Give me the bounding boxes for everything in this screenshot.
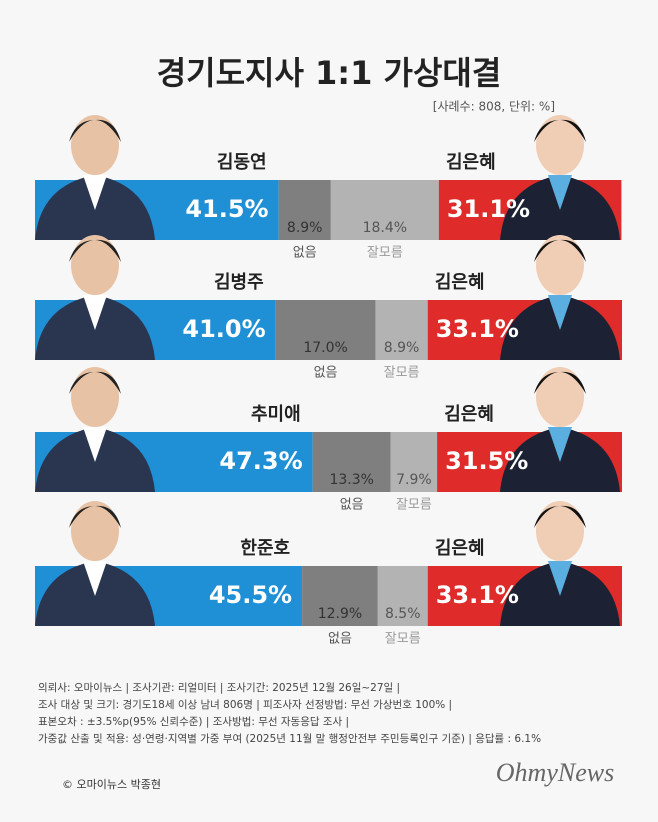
portrait-hair: [69, 371, 121, 394]
value-label: 45.5%: [209, 581, 292, 609]
logo: OhmyNews: [496, 758, 614, 787]
right-candidate: 김은혜: [446, 152, 496, 173]
value-label: 7.9%: [396, 472, 432, 488]
value-label: 41.5%: [185, 195, 268, 223]
portrait-collar: [83, 175, 107, 210]
value-label: 33.1%: [436, 581, 519, 609]
left-candidate: 추미애: [251, 404, 301, 425]
left-candidate: 김병주: [214, 272, 264, 293]
bar-segment: [377, 566, 428, 626]
left-candidate: 김동연: [217, 152, 267, 173]
chart-title: 경기도지사 1:1 가상대결: [157, 54, 502, 92]
bar-segment: [278, 180, 331, 240]
bar-segment: [302, 566, 378, 626]
unsure-label: 잘모름: [385, 632, 421, 647]
credit: © 오마이뉴스 박종현: [62, 778, 161, 791]
portrait-collar: [548, 295, 572, 330]
portrait-hair: [534, 371, 586, 394]
portrait-head: [71, 367, 119, 427]
unsure-label: 잘모름: [384, 366, 420, 381]
portrait: [500, 115, 620, 240]
footnote: 조사 대상 및 크기: 경기도18세 이상 남녀 806명 | 피조사자 선정방…: [38, 698, 452, 711]
portrait-head: [71, 501, 119, 561]
value-label: 31.1%: [447, 195, 530, 223]
value-label: 41.0%: [182, 315, 265, 343]
unsure-label: 잘모름: [367, 246, 403, 261]
portrait: [500, 501, 620, 626]
portrait: [35, 115, 155, 240]
portrait: [35, 501, 155, 626]
value-label: 47.3%: [219, 447, 302, 475]
portrait: [500, 367, 620, 492]
value-label: 33.1%: [436, 315, 519, 343]
value-label: 13.3%: [329, 472, 373, 488]
none-label: 없음: [314, 366, 338, 381]
bar-segment: [375, 300, 428, 360]
value-label: 8.9%: [384, 340, 420, 356]
portrait-head: [536, 235, 584, 295]
none-label: 없음: [328, 632, 352, 647]
portrait: [35, 235, 155, 360]
none-label: 없음: [340, 498, 364, 513]
subtitle: [사례수: 808, 단위: %]: [433, 100, 555, 114]
value-label: 17.0%: [303, 340, 347, 356]
portrait-head: [536, 115, 584, 175]
portrait-head: [71, 235, 119, 295]
portrait-hair: [69, 239, 121, 262]
bar-segment: [275, 300, 376, 360]
value-label: 31.5%: [445, 447, 528, 475]
portrait-head: [536, 501, 584, 561]
footnote: 가중값 산출 및 적용: 성·연령·지역별 가중 부여 (2025년 11월 말…: [38, 733, 541, 745]
portrait-collar: [548, 561, 572, 596]
portrait-collar: [548, 427, 572, 462]
value-label: 12.9%: [318, 606, 362, 622]
bar-segment: [330, 180, 439, 240]
portrait-hair: [534, 239, 586, 262]
portrait-head: [71, 115, 119, 175]
portrait-collar: [83, 295, 107, 330]
portrait-collar: [83, 561, 107, 596]
footnote: 표본오차 : ±3.5%p(95% 신뢰수준) | 조사방법: 무선 자동응답 …: [38, 716, 349, 728]
portrait: [500, 235, 620, 360]
portrait-collar: [83, 427, 107, 462]
footnote: 의뢰사: 오마이뉴스 | 조사기관: 리얼미터 | 조사기간: 2025년 12…: [38, 681, 400, 694]
none-label: 없음: [293, 246, 317, 261]
portrait-collar: [548, 175, 572, 210]
portrait-hair: [69, 119, 121, 142]
value-label: 18.4%: [363, 220, 407, 236]
portrait-head: [536, 367, 584, 427]
left-candidate: 한준호: [240, 538, 290, 559]
bar-segment: [312, 432, 391, 492]
unsure-label: 잘모름: [396, 498, 432, 513]
portrait: [35, 367, 155, 492]
value-label: 8.9%: [287, 220, 323, 236]
portrait-hair: [534, 505, 586, 528]
portrait-hair: [534, 119, 586, 142]
portrait-hair: [69, 505, 121, 528]
right-candidate: 김은혜: [435, 538, 485, 559]
value-label: 8.5%: [385, 606, 421, 622]
right-candidate: 김은혜: [444, 404, 494, 425]
bar-segment: [390, 432, 438, 492]
right-candidate: 김은혜: [435, 272, 485, 293]
